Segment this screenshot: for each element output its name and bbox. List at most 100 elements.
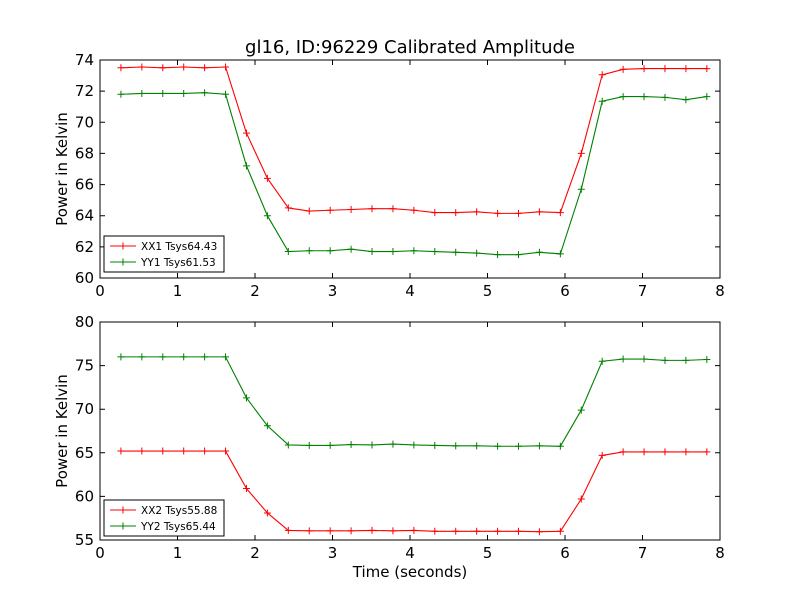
data-point (410, 247, 418, 255)
data-point (598, 357, 606, 365)
data-point (640, 93, 648, 101)
data-point (159, 89, 167, 97)
data-point (535, 528, 543, 536)
data-point (389, 205, 397, 213)
x-tick-label: 0 (95, 544, 105, 562)
data-point (180, 353, 188, 361)
data-point (682, 356, 690, 364)
data-point (703, 93, 711, 101)
legend-box (103, 235, 225, 273)
data-point (284, 526, 292, 534)
data-point (263, 174, 271, 182)
data-point (305, 527, 313, 535)
data-point (682, 96, 690, 104)
data-point (452, 527, 460, 535)
data-point (368, 441, 376, 449)
data-point (661, 65, 669, 73)
data-point (389, 440, 397, 448)
chart-title: gl16, ID:96229 Calibrated Amplitude (245, 37, 575, 58)
y-tick-label: 70 (75, 400, 94, 418)
legend-label: XX2 Tsys55.88 (141, 505, 217, 517)
data-point (494, 527, 502, 535)
x-tick-label: 2 (250, 282, 260, 300)
data-point (201, 64, 209, 72)
y-tick-label: 75 (75, 357, 94, 375)
y-axis-label: Power in Kelvin (53, 112, 71, 226)
data-point (619, 355, 627, 363)
x-tick-label: 3 (328, 282, 338, 300)
legend-label: YY2 Tsys65.44 (140, 521, 216, 533)
data-point (515, 209, 522, 217)
data-point (222, 63, 230, 71)
y-tick-label: 70 (75, 113, 94, 131)
x-tick-label: 4 (405, 282, 415, 300)
data-point (452, 442, 460, 450)
x-tick-label: 4 (405, 544, 415, 562)
data-point (242, 394, 250, 402)
x-tick-label: 7 (638, 282, 648, 300)
data-point (577, 406, 585, 414)
data-point (452, 248, 460, 256)
y-tick-label: 62 (75, 238, 94, 256)
data-point (703, 65, 711, 73)
legend-marker (119, 522, 127, 530)
data-point (284, 204, 292, 212)
data-point (682, 65, 690, 73)
data-point (326, 527, 334, 535)
data-point (452, 209, 460, 217)
legend-box (103, 499, 225, 537)
x-tick-label: 7 (638, 544, 648, 562)
data-point (661, 356, 669, 364)
data-point (117, 90, 125, 98)
legend-marker (119, 506, 127, 514)
y-tick-label: 74 (75, 51, 94, 69)
y-tick-label: 66 (75, 176, 94, 194)
y-tick-label: 64 (75, 207, 94, 225)
x-tick-label: 6 (560, 282, 570, 300)
x-tick-label: 2 (250, 544, 260, 562)
data-point (305, 207, 313, 215)
data-point (515, 251, 522, 259)
data-point (598, 97, 606, 105)
data-point (473, 249, 481, 257)
x-tick-label: 1 (173, 282, 183, 300)
data-point (494, 251, 502, 259)
data-point (389, 527, 397, 535)
data-point (556, 527, 564, 535)
data-point (515, 527, 522, 535)
data-point (201, 89, 209, 97)
data-point (326, 247, 334, 255)
data-point (640, 355, 648, 363)
x-tick-label: 8 (715, 282, 725, 300)
data-point (347, 527, 355, 535)
data-point (222, 90, 230, 98)
x-tick-label: 5 (483, 282, 493, 300)
data-point (640, 65, 648, 73)
y-tick-label: 55 (75, 531, 94, 549)
data-point (222, 447, 230, 455)
data-point (661, 448, 669, 456)
data-point (703, 355, 711, 363)
data-point (159, 353, 167, 361)
data-point (577, 185, 585, 193)
data-point (284, 441, 292, 449)
data-point (431, 209, 439, 217)
y-tick-label: 80 (75, 313, 94, 331)
data-point (619, 448, 627, 456)
data-point (515, 442, 522, 450)
data-point (577, 495, 585, 503)
data-point (159, 447, 167, 455)
data-point (284, 248, 292, 256)
data-point (180, 89, 188, 97)
data-point (473, 442, 481, 450)
data-point (242, 485, 250, 493)
data-point (619, 93, 627, 101)
data-point (556, 442, 564, 450)
y-axis-label: Power in Kelvin (53, 374, 71, 488)
data-point (577, 149, 585, 157)
y-tick-label: 65 (75, 444, 94, 462)
data-point (242, 129, 250, 137)
data-point (242, 162, 250, 170)
data-point (347, 205, 355, 213)
data-point (703, 448, 711, 456)
